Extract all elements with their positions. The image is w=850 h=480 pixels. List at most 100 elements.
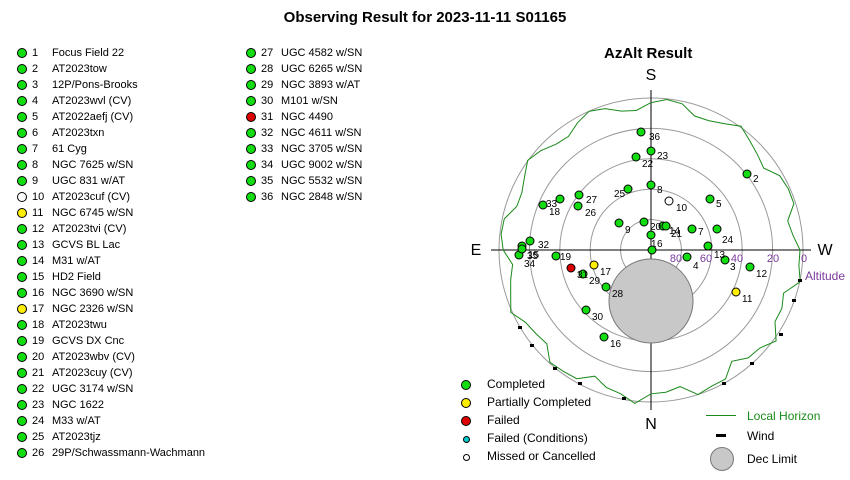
status-dot	[17, 352, 27, 362]
target-name: AT2023wvl (CV)	[52, 95, 132, 107]
target-name: AT2023txn	[52, 127, 105, 139]
target-name: NGC 3690 w/SN	[52, 287, 134, 299]
target-number: 17	[32, 303, 45, 315]
target-number: 30	[261, 95, 274, 107]
target-name: AT2023tow	[52, 63, 107, 75]
target-marker	[538, 200, 548, 210]
target-number: 20	[32, 351, 45, 363]
target-name: AT2023tjz	[52, 431, 101, 443]
target-name: NGC 3893 w/AT	[281, 79, 361, 91]
target-marker	[682, 252, 692, 262]
status-dot	[17, 416, 27, 426]
target-number: 32	[261, 127, 274, 139]
target-marker	[551, 251, 561, 261]
target-marker-label: 8	[657, 185, 663, 196]
target-number: 36	[261, 191, 274, 203]
target-name: AT2023tvi (CV)	[52, 223, 127, 235]
target-name: NGC 2848 w/SN	[281, 191, 363, 203]
target-number: 8	[32, 159, 39, 171]
target-name: HD2 Field	[52, 271, 101, 283]
status-dot	[246, 48, 256, 58]
target-marker-label: 12	[756, 269, 768, 280]
legend-dot	[461, 416, 471, 426]
target-name: NGC 4490	[281, 111, 333, 123]
target-marker	[720, 255, 730, 265]
target-name: 29P/Schwassmann-Wachmann	[52, 447, 206, 459]
target-marker-label: 22	[642, 159, 654, 170]
target-marker-label: 28	[612, 289, 624, 300]
target-number: 35	[261, 175, 274, 187]
status-dot	[17, 432, 27, 442]
target-marker-label: 31	[577, 270, 589, 281]
status-dot	[17, 144, 27, 154]
status-dot	[17, 96, 27, 106]
target-marker	[636, 127, 646, 137]
wind-marker	[530, 344, 534, 347]
target-marker	[687, 224, 697, 234]
status-dot	[17, 256, 27, 266]
target-number: 13	[32, 239, 45, 251]
status-dot	[17, 208, 27, 218]
legend-label: Completed	[487, 377, 546, 391]
target-name: UGC 831 w/AT	[52, 175, 126, 187]
status-dot	[17, 400, 27, 410]
status-dot	[17, 160, 27, 170]
wind-marker	[792, 299, 796, 302]
target-marker	[661, 221, 671, 231]
target-marker-label: 29	[589, 276, 601, 287]
target-marker	[566, 263, 576, 273]
target-marker	[578, 269, 588, 279]
target-marker-label: 30	[592, 312, 604, 323]
legend-label: Failed	[487, 413, 520, 427]
target-marker-label: 10	[676, 203, 688, 214]
wind-marker	[622, 397, 626, 400]
target-marker-label: 26	[585, 208, 597, 219]
target-marker	[731, 287, 741, 297]
target-number: 1	[32, 47, 39, 59]
target-marker	[647, 245, 657, 255]
target-marker	[639, 217, 649, 227]
target-marker-label: 14	[669, 226, 681, 237]
altitude-axis-label: Altitude	[805, 269, 845, 283]
status-dot	[17, 128, 27, 138]
status-dot	[246, 176, 256, 186]
wind-marker	[722, 382, 726, 385]
status-dot	[246, 112, 256, 122]
plot-title: AzAlt Result	[604, 45, 693, 62]
legend-label: Partially Completed	[487, 395, 592, 409]
target-name: NGC 5532 w/SN	[281, 175, 363, 187]
target-marker-label: 7	[698, 227, 704, 238]
target-number: 24	[32, 415, 45, 427]
target-marker	[742, 169, 752, 179]
target-number: 9	[32, 175, 39, 187]
target-marker	[712, 224, 722, 234]
legend-dot	[463, 454, 470, 461]
target-marker	[599, 332, 609, 342]
status-dot	[246, 128, 256, 138]
status-dot	[17, 176, 27, 186]
status-dot	[246, 144, 256, 154]
target-marker-label: 5	[716, 199, 722, 210]
target-name: M31 w/AT	[52, 255, 101, 267]
target-number: 6	[32, 127, 39, 139]
wind-marker	[798, 279, 802, 282]
target-number: 19	[32, 335, 45, 347]
target-marker	[601, 282, 611, 292]
status-dot	[17, 304, 27, 314]
legend-wind-label: Wind	[747, 429, 775, 443]
status-dot	[17, 240, 27, 250]
target-number: 34	[261, 159, 274, 171]
target-number: 7	[32, 143, 39, 155]
page-title: Observing Result for 2023-11-11 S01165	[283, 9, 567, 26]
target-number: 18	[32, 319, 45, 331]
target-marker	[614, 218, 624, 228]
target-marker-label: 32	[538, 240, 550, 251]
status-dot	[17, 48, 27, 58]
target-name: AT2023wbv (CV)	[52, 351, 135, 363]
target-marker-label: 19	[560, 252, 572, 263]
status-dot	[17, 320, 27, 330]
wind-marker	[750, 362, 754, 365]
target-name: GCVS BL Lac	[52, 239, 121, 251]
target-marker-label: 27	[586, 195, 598, 206]
target-name: UGC 6265 w/SN	[281, 63, 363, 75]
